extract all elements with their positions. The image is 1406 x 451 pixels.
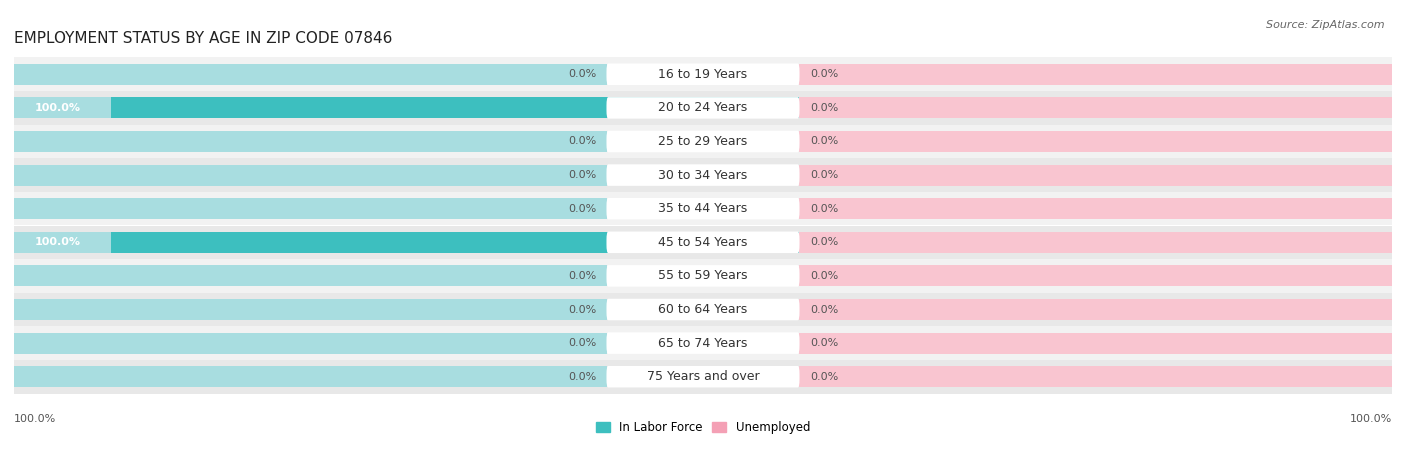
Bar: [14, 91, 1392, 124]
Bar: [800, 232, 1392, 253]
Bar: [14, 158, 1392, 192]
FancyBboxPatch shape: [606, 131, 800, 152]
FancyBboxPatch shape: [606, 198, 800, 220]
Bar: [800, 165, 1392, 185]
Text: 0.0%: 0.0%: [810, 137, 838, 147]
Bar: [14, 327, 1392, 360]
Bar: [800, 333, 1392, 354]
Text: 0.0%: 0.0%: [568, 271, 596, 281]
Text: Source: ZipAtlas.com: Source: ZipAtlas.com: [1267, 20, 1385, 30]
Text: EMPLOYMENT STATUS BY AGE IN ZIP CODE 07846: EMPLOYMENT STATUS BY AGE IN ZIP CODE 078…: [14, 31, 392, 46]
Text: 0.0%: 0.0%: [810, 103, 838, 113]
Text: 0.0%: 0.0%: [568, 69, 596, 79]
Text: 75 Years and over: 75 Years and over: [647, 370, 759, 383]
Bar: [14, 366, 606, 387]
FancyBboxPatch shape: [606, 64, 800, 85]
Text: 100.0%: 100.0%: [14, 414, 56, 424]
Text: 0.0%: 0.0%: [568, 338, 596, 348]
Bar: [800, 131, 1392, 152]
Text: 0.0%: 0.0%: [810, 237, 838, 247]
Text: 0.0%: 0.0%: [810, 304, 838, 314]
FancyBboxPatch shape: [606, 265, 800, 287]
Bar: [14, 97, 606, 118]
Text: 16 to 19 Years: 16 to 19 Years: [658, 68, 748, 81]
Text: 25 to 29 Years: 25 to 29 Years: [658, 135, 748, 148]
Text: 0.0%: 0.0%: [810, 271, 838, 281]
Bar: [14, 131, 606, 152]
Bar: [14, 259, 1392, 293]
Text: 100.0%: 100.0%: [1350, 414, 1392, 424]
Text: 100.0%: 100.0%: [35, 103, 80, 113]
Text: 0.0%: 0.0%: [568, 170, 596, 180]
Text: 55 to 59 Years: 55 to 59 Years: [658, 269, 748, 282]
Bar: [14, 299, 606, 320]
Text: 0.0%: 0.0%: [568, 204, 596, 214]
Bar: [14, 333, 606, 354]
Text: 0.0%: 0.0%: [568, 137, 596, 147]
Bar: [14, 124, 1392, 158]
Bar: [111, 97, 800, 118]
Legend: In Labor Force, Unemployed: In Labor Force, Unemployed: [591, 417, 815, 439]
Bar: [14, 266, 606, 286]
FancyBboxPatch shape: [606, 332, 800, 354]
Bar: [14, 57, 1392, 91]
Bar: [14, 64, 606, 85]
Text: 45 to 54 Years: 45 to 54 Years: [658, 236, 748, 249]
Text: 20 to 24 Years: 20 to 24 Years: [658, 101, 748, 115]
Text: 35 to 44 Years: 35 to 44 Years: [658, 202, 748, 215]
Text: 0.0%: 0.0%: [810, 372, 838, 382]
Text: 0.0%: 0.0%: [810, 204, 838, 214]
Bar: [14, 198, 606, 219]
Bar: [800, 366, 1392, 387]
Bar: [14, 293, 1392, 327]
Bar: [800, 64, 1392, 85]
Text: 0.0%: 0.0%: [568, 372, 596, 382]
Text: 60 to 64 Years: 60 to 64 Years: [658, 303, 748, 316]
Text: 65 to 74 Years: 65 to 74 Years: [658, 336, 748, 350]
Bar: [14, 360, 1392, 394]
Bar: [800, 198, 1392, 219]
FancyBboxPatch shape: [606, 97, 800, 119]
Bar: [800, 266, 1392, 286]
Bar: [111, 232, 800, 253]
Bar: [800, 299, 1392, 320]
Bar: [14, 232, 606, 253]
Text: 100.0%: 100.0%: [35, 237, 80, 247]
Text: 0.0%: 0.0%: [810, 69, 838, 79]
Text: 0.0%: 0.0%: [810, 338, 838, 348]
Bar: [14, 226, 1392, 259]
FancyBboxPatch shape: [606, 299, 800, 320]
Text: 30 to 34 Years: 30 to 34 Years: [658, 169, 748, 182]
FancyBboxPatch shape: [606, 164, 800, 186]
Bar: [14, 165, 606, 185]
Text: 0.0%: 0.0%: [568, 304, 596, 314]
Text: 0.0%: 0.0%: [810, 170, 838, 180]
FancyBboxPatch shape: [606, 231, 800, 253]
FancyBboxPatch shape: [606, 366, 800, 387]
Bar: [14, 192, 1392, 226]
Bar: [800, 97, 1392, 118]
